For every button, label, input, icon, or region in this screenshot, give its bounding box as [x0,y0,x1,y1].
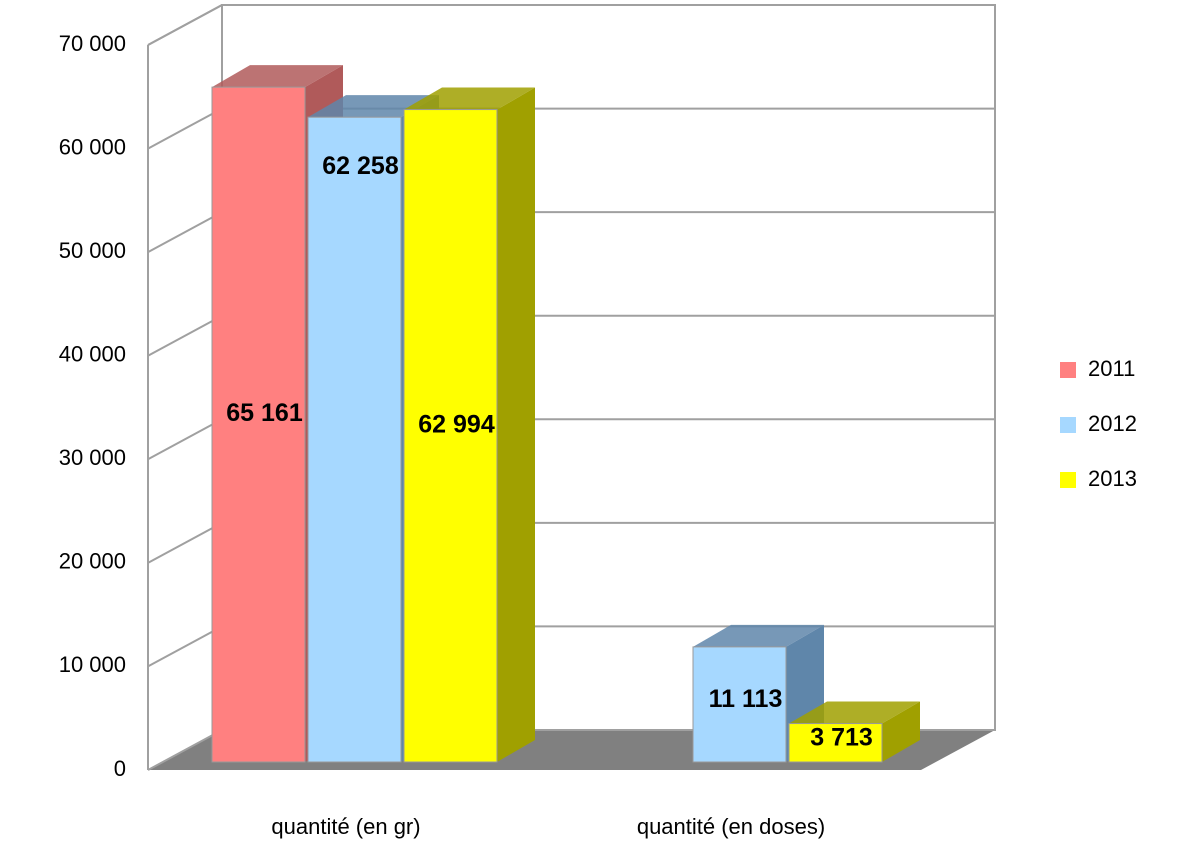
legend-swatch [1060,472,1076,488]
bar-front [788,723,883,763]
bar-front [307,116,402,763]
value-label: 11 113 [709,685,783,713]
y-tick-label: 70 000 [59,31,126,56]
bar [788,701,920,763]
grid-line [147,4,995,46]
y-tick-label: 30 000 [59,445,126,470]
value-label: 62 258 [322,152,399,180]
bar-side [882,701,920,762]
y-tick-label: 40 000 [59,342,126,367]
legend-swatch [1060,417,1076,433]
bar-side [497,87,535,763]
x-tick-label: quantité (en doses) [637,814,825,839]
bar-top [789,701,920,724]
value-label: 3 713 [810,723,873,751]
bar [403,87,535,763]
legend-label: 2013 [1088,466,1137,491]
y-tick-label: 0 [114,756,126,781]
bar-front [211,86,306,763]
bar-top [693,624,824,647]
value-label: 65 161 [226,399,303,427]
bar-top [404,87,535,110]
y-tick-label: 10 000 [59,652,126,677]
bar-front [403,109,498,763]
y-tick-label: 20 000 [59,549,126,574]
value-label: 62 994 [418,410,495,438]
legend-label: 2011 [1088,356,1135,381]
legend-swatch [1060,362,1076,378]
y-tick-label: 50 000 [59,238,126,263]
y-tick-label: 60 000 [59,134,126,159]
bar-front [692,646,787,763]
legend-label: 2012 [1088,411,1137,436]
bar-top [212,65,343,88]
x-tick-label: quantité (en gr) [271,814,420,839]
